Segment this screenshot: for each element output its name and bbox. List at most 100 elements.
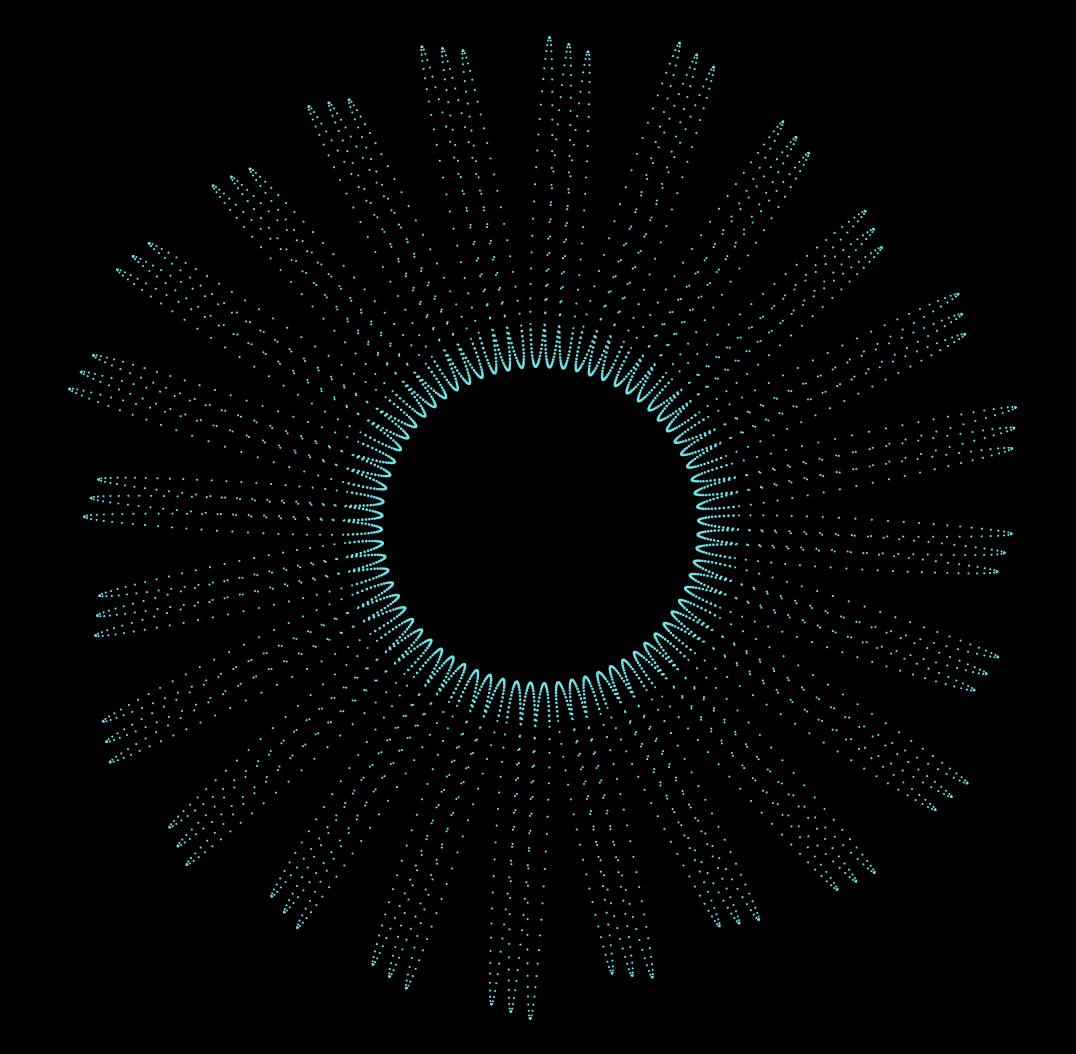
dot bbox=[696, 373, 699, 376]
dot bbox=[277, 208, 280, 211]
dot bbox=[598, 781, 601, 784]
dot bbox=[564, 238, 568, 241]
dot bbox=[409, 736, 412, 739]
dot bbox=[365, 459, 369, 463]
dot bbox=[498, 709, 502, 712]
dot bbox=[183, 379, 186, 382]
dot bbox=[899, 669, 902, 672]
dot bbox=[211, 185, 214, 188]
dot bbox=[487, 691, 491, 695]
dot bbox=[750, 161, 753, 164]
dot bbox=[170, 526, 173, 529]
dot bbox=[657, 146, 660, 149]
dot bbox=[834, 631, 837, 634]
dot bbox=[490, 696, 493, 700]
dot bbox=[1006, 406, 1009, 409]
dot bbox=[342, 264, 345, 267]
dot bbox=[405, 403, 409, 406]
dot bbox=[837, 454, 840, 457]
dot bbox=[242, 803, 245, 806]
dot bbox=[879, 246, 882, 249]
dot bbox=[284, 484, 287, 487]
dot bbox=[702, 522, 705, 525]
dot bbox=[590, 350, 594, 354]
dot bbox=[615, 777, 619, 780]
dot bbox=[389, 975, 392, 978]
dot bbox=[974, 419, 977, 423]
dot bbox=[920, 434, 923, 437]
dot bbox=[131, 710, 134, 713]
dot bbox=[284, 218, 287, 221]
dot bbox=[544, 355, 548, 358]
dot bbox=[673, 156, 676, 159]
dot bbox=[696, 620, 699, 624]
dot bbox=[831, 595, 834, 598]
dot bbox=[267, 554, 270, 557]
dot bbox=[983, 553, 986, 556]
dot bbox=[631, 267, 634, 270]
dot bbox=[475, 669, 479, 672]
dot bbox=[431, 671, 434, 674]
dot bbox=[131, 602, 135, 605]
dot bbox=[567, 188, 570, 191]
dot bbox=[748, 411, 751, 414]
dot bbox=[714, 377, 717, 380]
dot bbox=[426, 782, 429, 786]
dot bbox=[98, 612, 101, 615]
dot bbox=[577, 346, 580, 349]
dot bbox=[1001, 411, 1004, 415]
dot bbox=[604, 677, 607, 681]
dot bbox=[383, 555, 387, 558]
dot bbox=[678, 599, 681, 602]
dot bbox=[469, 675, 473, 678]
dot bbox=[170, 587, 173, 590]
dot bbox=[371, 601, 374, 604]
dot bbox=[668, 311, 672, 314]
dot bbox=[296, 564, 299, 567]
dot bbox=[175, 698, 178, 701]
dot bbox=[977, 672, 980, 675]
dot bbox=[604, 355, 607, 359]
dot bbox=[696, 739, 699, 742]
dot bbox=[704, 493, 708, 497]
dot bbox=[609, 825, 612, 828]
dot bbox=[704, 568, 708, 572]
dot bbox=[946, 344, 949, 347]
dot bbox=[884, 427, 887, 430]
dot bbox=[734, 417, 737, 420]
dot bbox=[938, 651, 941, 654]
dot bbox=[292, 369, 295, 372]
dot bbox=[190, 857, 193, 860]
dot bbox=[240, 481, 243, 484]
dot bbox=[374, 961, 377, 964]
dot bbox=[231, 530, 234, 533]
dot bbox=[168, 624, 171, 627]
dot bbox=[360, 532, 363, 536]
dot bbox=[415, 813, 418, 816]
dot bbox=[669, 840, 672, 843]
dot bbox=[724, 868, 727, 871]
dot bbox=[633, 670, 636, 674]
petal bbox=[211, 167, 448, 418]
dot bbox=[993, 414, 997, 417]
dot bbox=[866, 231, 869, 234]
dot bbox=[602, 697, 606, 701]
dot bbox=[740, 583, 743, 586]
dot bbox=[690, 630, 693, 634]
dot bbox=[413, 395, 417, 399]
dot bbox=[584, 780, 587, 783]
dot bbox=[675, 332, 678, 335]
dot bbox=[282, 567, 285, 570]
dot bbox=[80, 394, 84, 397]
dot bbox=[656, 418, 660, 422]
dot bbox=[647, 677, 651, 681]
dot bbox=[285, 904, 288, 907]
dot bbox=[278, 362, 282, 365]
petal bbox=[529, 35, 591, 370]
dot bbox=[596, 330, 599, 333]
dot bbox=[357, 329, 360, 332]
dot bbox=[269, 237, 272, 240]
dot bbox=[680, 628, 683, 631]
dot bbox=[239, 498, 242, 501]
dot bbox=[225, 480, 228, 483]
